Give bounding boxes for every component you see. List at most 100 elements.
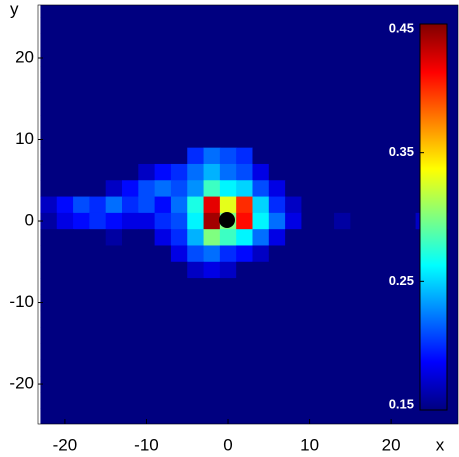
heatmap-cell: [154, 245, 172, 263]
heatmap-cell: [203, 49, 221, 67]
heatmap-cell: [187, 326, 205, 344]
heatmap-cell: [187, 375, 205, 393]
heatmap-cell: [56, 229, 74, 246]
heatmap-cell: [105, 131, 123, 149]
heatmap-cell: [154, 180, 172, 198]
heatmap-cell: [236, 49, 253, 67]
heatmap-cell: [219, 5, 237, 18]
heatmap-cell: [399, 147, 417, 165]
heatmap-cell: [399, 310, 417, 328]
heatmap-cell: [73, 98, 90, 116]
heatmap-cell: [317, 163, 335, 181]
heatmap-cell: [382, 375, 400, 393]
heatmap-cell: [236, 359, 253, 377]
heatmap-cell: [366, 359, 384, 377]
heatmap-cell: [203, 392, 221, 410]
x-tick-label: -20: [53, 435, 78, 454]
heatmap-cell: [89, 98, 107, 116]
heatmap-cell: [382, 261, 400, 279]
heatmap-cell: [317, 392, 335, 410]
heatmap-cell: [350, 115, 368, 132]
heatmap-cell: [301, 212, 319, 230]
heatmap-cell: [317, 261, 335, 279]
heatmap-cell: [301, 294, 319, 312]
heatmap-cell: [89, 196, 107, 214]
heatmap-cell: [301, 196, 319, 214]
heatmap-cell: [317, 310, 335, 328]
plot-frame: [37, 4, 459, 425]
heatmap-cell: [366, 115, 384, 132]
heatmap-cell: [105, 294, 123, 312]
heatmap-cell: [268, 326, 286, 344]
heatmap-cell: [301, 66, 319, 83]
heatmap-cell: [89, 147, 107, 165]
heatmap-cell: [415, 5, 433, 18]
heatmap-cell: [56, 5, 74, 18]
heatmap-cell: [154, 17, 172, 35]
heatmap-cell: [56, 163, 74, 181]
heatmap-cell: [236, 5, 253, 18]
heatmap-cell: [268, 408, 286, 424]
heatmap-cell: [285, 49, 302, 67]
heatmap-cell: [73, 180, 90, 198]
heatmap-cell: [56, 245, 74, 263]
heatmap-cell: [334, 310, 351, 328]
heatmap-cell: [154, 49, 172, 67]
heatmap-cell: [252, 147, 270, 165]
heatmap-cell: [252, 245, 270, 263]
heatmap-cell: [138, 82, 156, 100]
heatmap-cell: [203, 212, 221, 230]
heatmap-cell: [154, 343, 172, 361]
heatmap-cell: [122, 98, 139, 116]
heatmap-cell: [89, 310, 107, 328]
heatmap-cell: [236, 375, 253, 393]
heatmap-cell: [268, 245, 286, 263]
heatmap-cell: [252, 98, 270, 116]
heatmap-cell: [252, 115, 270, 132]
heatmap-cell: [382, 278, 400, 295]
heatmap-cell: [448, 261, 458, 279]
heatmap-cell: [301, 180, 319, 198]
heatmap-cell: [366, 261, 384, 279]
heatmap-cell: [334, 294, 351, 312]
heatmap-cell: [317, 196, 335, 214]
heatmap-cell: [366, 229, 384, 246]
heatmap-cell: [268, 115, 286, 132]
heatmap-cell: [334, 245, 351, 263]
heatmap-cell: [448, 66, 458, 83]
heatmap-cell: [56, 392, 74, 410]
heatmap-cell: [448, 196, 458, 214]
heatmap-cell: [268, 294, 286, 312]
heatmap-cell: [399, 180, 417, 198]
heatmap-cell: [187, 33, 205, 51]
heatmap-cell: [56, 359, 74, 377]
heatmap-cell: [236, 278, 253, 295]
heatmap-cell: [40, 131, 58, 149]
heatmap-cell: [40, 17, 58, 35]
heatmap-cell: [89, 33, 107, 51]
heatmap-cell: [89, 131, 107, 149]
heatmap-cell: [203, 98, 221, 116]
heatmap-cell: [89, 115, 107, 132]
heatmap-cell: [268, 82, 286, 100]
heatmap-cell: [105, 343, 123, 361]
heatmap-cell: [334, 326, 351, 344]
heatmap-cell: [105, 375, 123, 393]
heatmap-cell: [56, 131, 74, 149]
heatmap-cell: [382, 33, 400, 51]
heatmap-cell: [382, 343, 400, 361]
heatmap-cell: [73, 147, 90, 165]
heatmap-cell: [170, 359, 188, 377]
heatmap-cell: [317, 33, 335, 51]
heatmap-cell: [366, 375, 384, 393]
heatmap-cell: [399, 278, 417, 295]
heatmap-cell: [334, 115, 351, 132]
heatmap-cell: [122, 229, 139, 246]
heatmap-cell: [73, 17, 90, 35]
heatmap-cell: [187, 131, 205, 149]
heatmap-cell: [285, 163, 302, 181]
heatmap-cell: [73, 49, 90, 67]
heatmap-cell: [73, 261, 90, 279]
heatmap-cell: [170, 375, 188, 393]
heatmap-cell: [40, 392, 58, 410]
